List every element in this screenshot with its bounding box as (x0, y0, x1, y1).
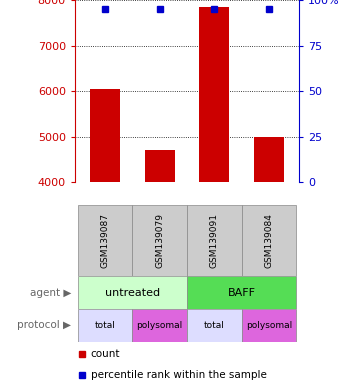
Text: GSM139079: GSM139079 (155, 214, 164, 268)
Bar (242, 205, 296, 276)
Bar (242, 309, 296, 342)
Bar (78, 276, 187, 309)
Text: polysomal: polysomal (136, 321, 183, 330)
Text: protocol ▶: protocol ▶ (17, 320, 71, 331)
Bar (78, 309, 132, 342)
Bar (132, 309, 187, 342)
Bar (199, 7, 230, 182)
Text: BAFF: BAFF (228, 288, 256, 298)
Text: GSM139091: GSM139091 (210, 214, 219, 268)
Bar (187, 276, 296, 309)
Bar (132, 205, 187, 276)
Text: GSM139087: GSM139087 (100, 214, 109, 268)
Bar (144, 151, 175, 182)
Text: total: total (204, 321, 225, 330)
Text: untreated: untreated (105, 288, 160, 298)
Text: count: count (90, 349, 120, 359)
Bar (90, 89, 120, 182)
Text: polysomal: polysomal (246, 321, 292, 330)
Text: agent ▶: agent ▶ (30, 288, 71, 298)
Bar (187, 309, 242, 342)
Bar (78, 205, 132, 276)
Text: GSM139084: GSM139084 (265, 214, 274, 268)
Text: percentile rank within the sample: percentile rank within the sample (90, 370, 266, 380)
Bar (254, 137, 284, 182)
Text: total: total (95, 321, 115, 330)
Bar (187, 205, 242, 276)
